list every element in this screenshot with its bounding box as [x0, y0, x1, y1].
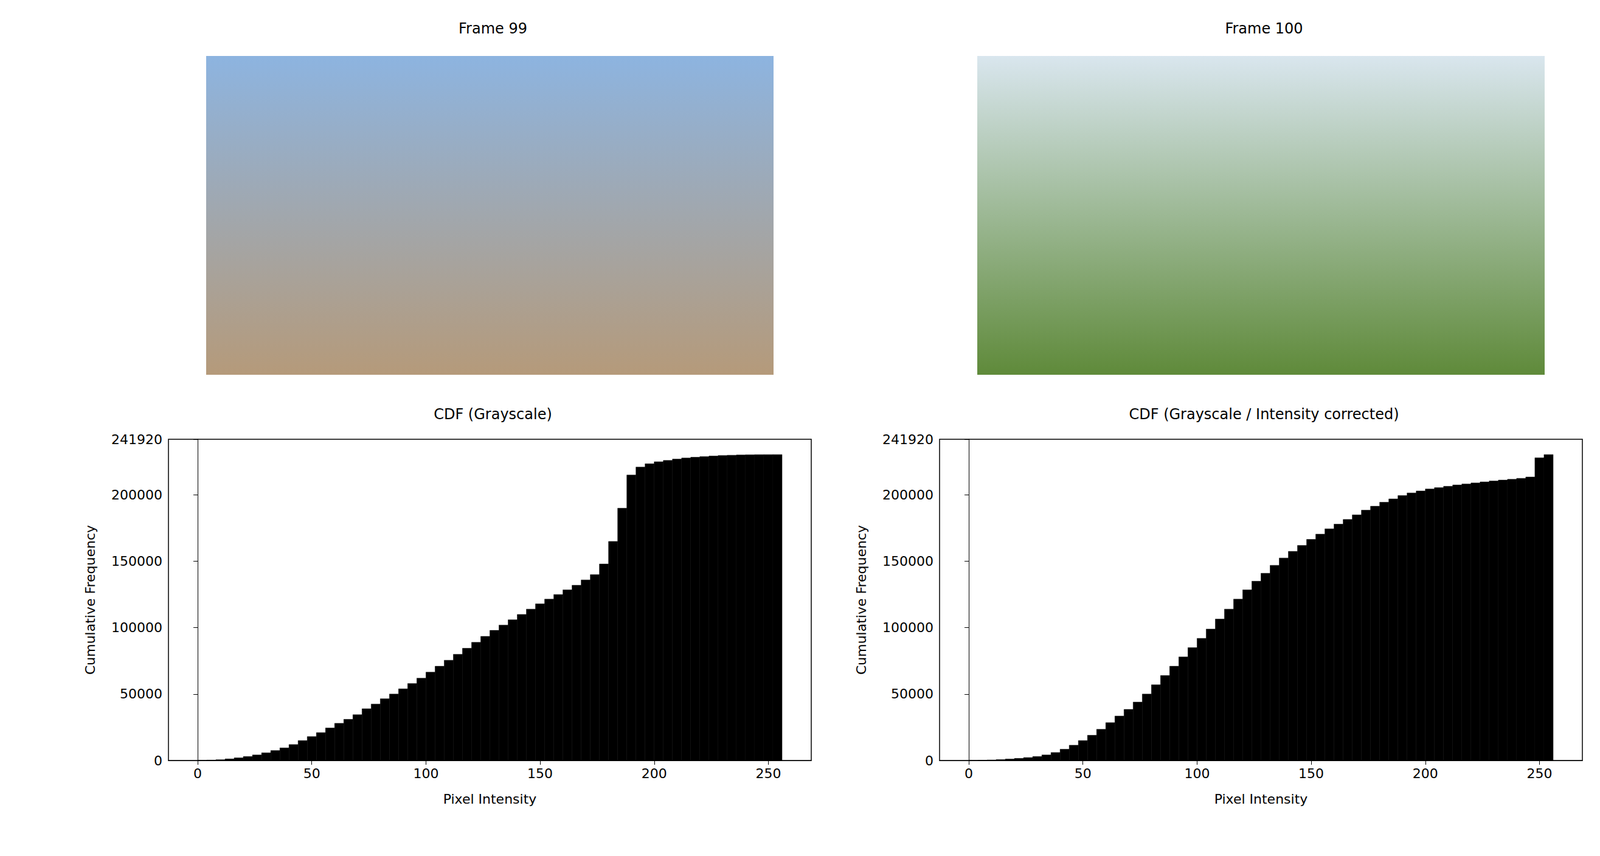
- svg-text:100: 100: [1184, 765, 1210, 781]
- svg-text:200000: 200000: [111, 487, 163, 503]
- svg-text:150: 150: [1298, 765, 1324, 781]
- svg-text:Pixel Intensity: Pixel Intensity: [1214, 791, 1309, 807]
- svg-text:200: 200: [641, 765, 668, 781]
- svg-text:150: 150: [527, 765, 553, 781]
- svg-text:CDF (Grayscale): CDF (Grayscale): [433, 405, 553, 423]
- svg-text:50: 50: [303, 765, 321, 781]
- svg-text:241920: 241920: [111, 431, 163, 447]
- svg-text:50000: 50000: [119, 685, 163, 702]
- svg-text:100000: 100000: [111, 619, 163, 635]
- svg-text:50: 50: [1074, 765, 1092, 781]
- svg-text:241920: 241920: [882, 431, 934, 447]
- svg-text:Cumulative Frequency: Cumulative Frequency: [82, 524, 98, 675]
- svg-text:100000: 100000: [882, 619, 934, 635]
- svg-text:200000: 200000: [882, 487, 934, 503]
- svg-text:Frame 99: Frame 99: [458, 20, 528, 38]
- svg-text:200: 200: [1412, 765, 1439, 781]
- svg-text:Frame 100: Frame 100: [1224, 20, 1303, 38]
- svg-text:100: 100: [412, 765, 439, 781]
- svg-text:Cumulative Frequency: Cumulative Frequency: [853, 524, 870, 675]
- svg-text:CDF (Grayscale / Intensity cor: CDF (Grayscale / Intensity corrected): [1128, 405, 1399, 423]
- svg-text:50000: 50000: [890, 685, 934, 702]
- svg-text:0: 0: [964, 765, 974, 781]
- svg-text:250: 250: [755, 765, 781, 781]
- svg-text:0: 0: [193, 765, 202, 781]
- svg-text:150000: 150000: [882, 553, 934, 569]
- svg-text:150000: 150000: [111, 553, 163, 569]
- svg-text:250: 250: [1526, 765, 1552, 781]
- svg-text:Pixel Intensity: Pixel Intensity: [443, 791, 537, 807]
- svg-text:0: 0: [924, 752, 934, 769]
- svg-text:0: 0: [153, 752, 163, 769]
